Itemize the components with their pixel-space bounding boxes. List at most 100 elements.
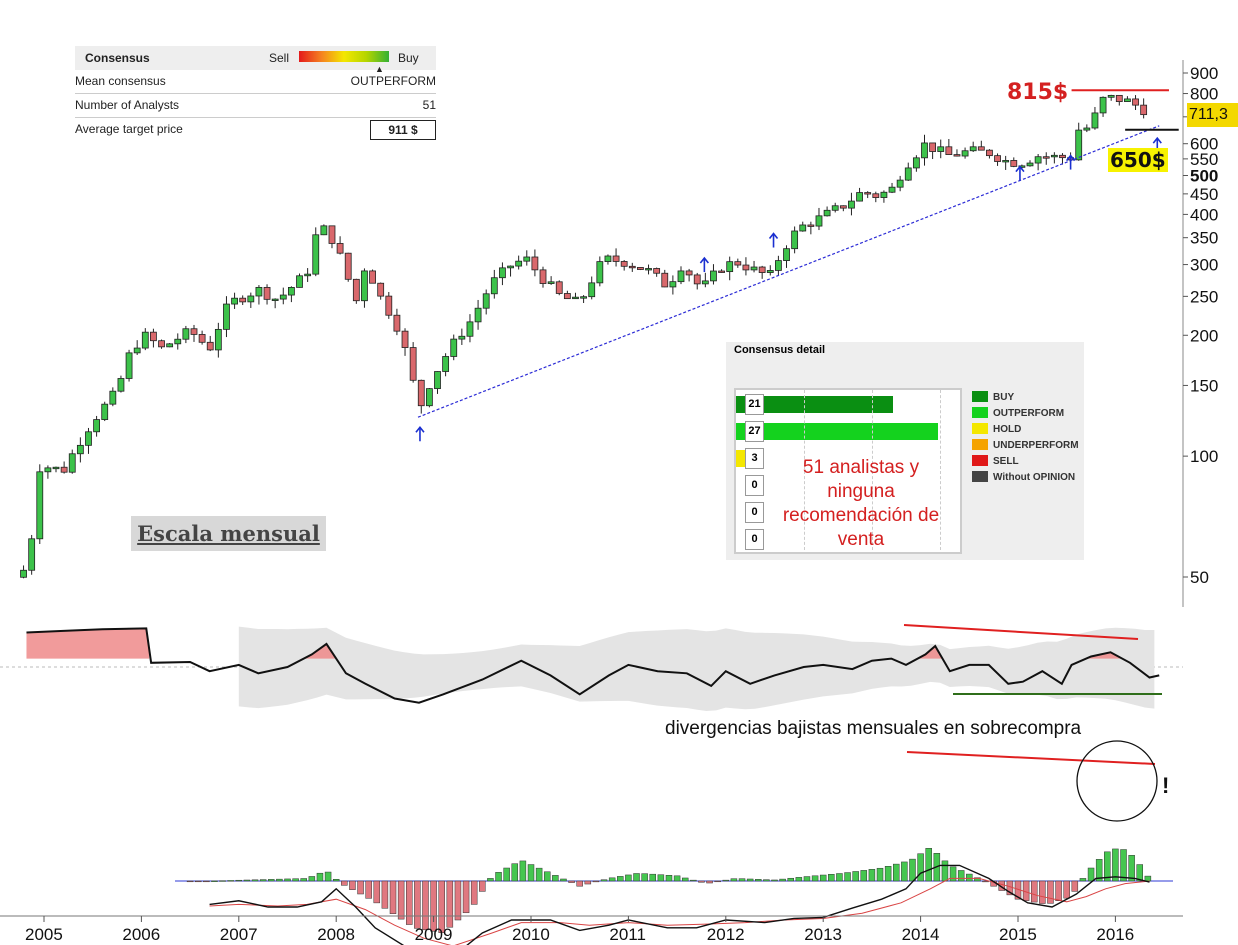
legend-swatch [972, 407, 988, 418]
candle [166, 343, 174, 348]
price-tick-label: 50 [1190, 568, 1209, 587]
histogram-bar-up [665, 875, 673, 882]
histogram-bar-down [479, 880, 486, 892]
candle-up [247, 295, 255, 303]
candle [490, 269, 498, 299]
candle-down [1059, 154, 1066, 159]
arrow-head [699, 256, 709, 264]
candle [507, 265, 514, 277]
candle-up [490, 277, 498, 295]
candle-up [888, 186, 896, 193]
candle-up [815, 215, 823, 227]
candle [263, 284, 271, 305]
up-arrow-icon [768, 232, 779, 248]
legend-label: Without OPINION [993, 472, 1076, 483]
histogram-bar-up [324, 871, 332, 882]
bearish-divergence-line [903, 624, 1139, 640]
candle [125, 349, 133, 382]
histogram-bar-up [292, 878, 299, 882]
candle-up [141, 331, 149, 349]
candle-down [1010, 160, 1018, 167]
candle-down [872, 193, 880, 198]
candle-up [68, 453, 76, 473]
candle-up [93, 419, 100, 433]
histogram-bar-up [316, 872, 324, 882]
candle [1124, 96, 1131, 102]
candle-down [409, 347, 417, 381]
price-tick-label: 900 [1190, 64, 1218, 83]
analysts-count-row: Number of Analysts 51 [75, 94, 436, 118]
histogram-bar-up [543, 871, 551, 882]
candle [190, 324, 198, 342]
candle [896, 175, 904, 192]
candle [255, 285, 263, 305]
histogram-bar-down [203, 880, 210, 883]
candle-down [628, 265, 636, 269]
candle-up [904, 167, 912, 181]
candle-up [296, 275, 303, 288]
candle [961, 147, 969, 159]
candle [661, 269, 669, 288]
candle-up [645, 268, 652, 271]
legend-item: BUY [972, 391, 1014, 403]
candle-down [693, 274, 701, 285]
candle [628, 262, 636, 272]
histogram-bar-down [470, 880, 478, 905]
candle-up [831, 205, 839, 211]
histogram-bar-up [884, 866, 892, 882]
candle-up [799, 224, 807, 232]
candle [361, 268, 368, 308]
candle [1010, 157, 1018, 168]
candle-up [499, 267, 506, 279]
candle-up [133, 347, 141, 354]
candle-down [734, 261, 742, 266]
candle-up [1050, 154, 1058, 158]
candle [247, 292, 255, 308]
candle-up [701, 280, 709, 285]
histogram-bar-up [957, 870, 965, 882]
candle-up [523, 256, 531, 262]
candle [677, 266, 685, 285]
candle-up [101, 403, 109, 420]
histogram-bar-up [876, 867, 884, 882]
candle-up [36, 471, 44, 540]
candle [612, 248, 620, 267]
histogram-bar-down [1063, 880, 1070, 899]
candle-down [531, 256, 539, 271]
price-tick-label: 200 [1190, 326, 1218, 345]
histogram-bar-down [194, 880, 202, 883]
histogram-bar-up [276, 878, 283, 882]
candle-up [580, 296, 587, 299]
histogram-bar-up [828, 874, 835, 882]
price-tick-label: 500 [1190, 166, 1218, 185]
candle [791, 226, 799, 254]
candle [620, 260, 628, 271]
candle-up [572, 296, 579, 300]
candle [85, 427, 92, 454]
candle-up [166, 343, 174, 348]
candle-up [117, 378, 125, 392]
candle-up [1083, 127, 1091, 131]
candle [823, 206, 831, 217]
candle-down [239, 297, 247, 303]
candle [198, 330, 206, 345]
candle [1132, 95, 1139, 110]
candle [848, 192, 855, 216]
price-panel [20, 89, 1179, 579]
candle-up [669, 281, 677, 288]
legend-swatch [972, 391, 988, 402]
arrow-head [1152, 136, 1162, 144]
candle [20, 565, 27, 579]
histogram-bar-up [608, 877, 616, 882]
histogram-bar-down [357, 880, 364, 895]
candle-up [1075, 129, 1083, 161]
year-label: 2008 [317, 925, 355, 944]
candle-down [344, 252, 352, 280]
histogram-bar-down [430, 880, 437, 932]
up-arrow-icon [415, 425, 425, 442]
candle [499, 262, 506, 286]
candle [117, 375, 125, 393]
histogram-bar-up [284, 878, 291, 882]
histogram-bar-up [779, 878, 786, 882]
year-label: 2011 [609, 925, 646, 944]
